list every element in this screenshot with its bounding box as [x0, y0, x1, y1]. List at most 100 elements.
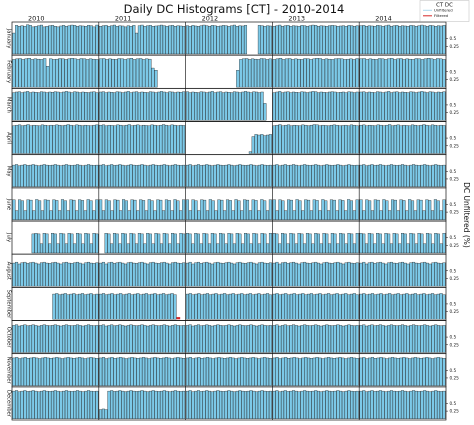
bar-january-2011-day-8	[118, 25, 122, 55]
bar-april-2013-day-24	[338, 125, 342, 154]
bar-june-2014-day-24	[425, 199, 429, 220]
bar-december-2013-day-14	[308, 391, 312, 419]
bar-july-2010-day-21	[67, 233, 71, 254]
bar-july-2011-day-20	[151, 243, 155, 254]
bar-may-2012-day-27	[257, 164, 261, 187]
bar-july-2011-day-28	[173, 233, 177, 254]
bar-march-2014-day-14	[395, 91, 399, 121]
bar-april-2014-day-5	[370, 125, 375, 154]
bar-september-2013-day-29	[352, 293, 356, 320]
bar-september-2012-day-23	[248, 293, 252, 320]
bar-july-2011-day-24	[162, 233, 166, 254]
bar-january-2012-day-3	[191, 25, 195, 55]
y-tick-label: 0.5	[450, 368, 457, 373]
bar-september-2014-day-4	[368, 293, 372, 320]
bar-november-2010-day-25	[80, 357, 85, 386]
bar-march-2013-day-14	[308, 91, 312, 121]
bar-june-2013-day-23	[335, 210, 339, 220]
bar-february-2010-day-19	[67, 58, 71, 88]
bar-may-2011-day-21	[154, 164, 158, 187]
bar-june-2011-day-25	[167, 200, 171, 220]
bar-july-2014-day-8	[378, 233, 382, 254]
bar-august-2014-day-4	[367, 262, 371, 287]
bar-november-2013-day-27	[347, 357, 351, 386]
bar-may-2012-day-14	[221, 165, 225, 187]
bar-july-2012-day-25	[252, 233, 256, 254]
bar-january-2012-day-1	[185, 25, 189, 55]
bar-february-2013-day-4	[281, 59, 286, 88]
bar-may-2010-day-28	[87, 164, 91, 187]
bar-january-2011-day-2	[101, 25, 105, 55]
bar-june-2010-day-24	[78, 199, 82, 220]
bar-june-2014-day-3	[365, 199, 369, 220]
bar-june-2011-day-9	[122, 199, 126, 220]
bar-january-2012-day-9	[208, 26, 212, 55]
bar-february-2013-day-16	[318, 58, 322, 88]
bar-july-2014-day-28	[434, 233, 438, 254]
bar-june-2010-day-23	[75, 210, 79, 220]
bar-november-2011-day-17	[144, 357, 148, 386]
bar-april-2012-day-27	[260, 134, 264, 154]
bar-april-2014-day-15	[399, 125, 403, 154]
bar-july-2013-day-31	[355, 233, 359, 254]
bar-june-2011-day-17	[144, 210, 148, 220]
bar-september-2010-day-28	[89, 293, 93, 320]
bar-june-2010-day-9	[35, 199, 39, 220]
bar-june-2012-day-13	[220, 199, 224, 220]
bar-march-2011-day-16	[140, 91, 144, 121]
bar-november-2013-day-22	[332, 358, 336, 386]
bar-september-2012-day-4	[194, 293, 198, 320]
bar-december-2011-day-30	[179, 391, 183, 419]
bar-july-2013-day-9	[294, 243, 298, 254]
bar-april-2014-day-27	[433, 124, 437, 154]
bar-september-2012-day-26	[257, 293, 261, 320]
bar-september-2013-day-13	[307, 293, 311, 320]
bar-april-2011-day-16	[142, 124, 146, 154]
bar-december-2010-day-27	[84, 390, 88, 419]
bar-january-2010-day-10	[37, 25, 41, 55]
bar-april-2010-day-3	[18, 124, 22, 154]
bar-april-2013-day-28	[349, 124, 354, 154]
bar-november-2011-day-15	[139, 357, 143, 386]
bar-august-2010-day-24	[75, 261, 79, 287]
bar-september-2014-day-22	[419, 293, 423, 320]
bar-january-2013-day-3	[278, 24, 282, 55]
bar-december-2014-day-25	[425, 390, 429, 419]
bar-december-2010-day-18	[59, 391, 63, 419]
bar-december-2013-day-31	[355, 390, 359, 419]
bar-october-2010-day-22	[70, 325, 74, 353]
bar-april-2011-day-12	[130, 125, 134, 154]
bar-february-2013-day-21	[334, 58, 338, 88]
bar-may-2013-day-27	[344, 164, 348, 187]
bar-october-2013-day-31	[355, 325, 359, 353]
bar-august-2014-day-17	[403, 262, 407, 287]
bar-may-2011-day-16	[140, 164, 144, 187]
bar-june-2012-day-30	[268, 199, 272, 220]
bar-january-2011-day-7	[115, 26, 119, 55]
bar-march-2011-day-26	[168, 91, 172, 121]
bar-november-2013-day-5	[284, 357, 288, 386]
bar-september-2014-day-24	[425, 294, 429, 320]
bar-march-2014-day-5	[370, 92, 374, 121]
bar-september-2012-day-9	[208, 294, 212, 320]
bar-february-2012-day-22	[248, 59, 252, 88]
bar-october-2011-day-25	[165, 325, 169, 353]
bar-may-2014-day-8	[378, 164, 382, 187]
bar-may-2012-day-10	[210, 165, 214, 187]
bar-july-2011-day-21	[154, 233, 158, 254]
bar-march-2013-day-13	[305, 92, 309, 121]
bar-july-2011-day-16	[140, 233, 144, 254]
bar-april-2014-day-18	[408, 125, 412, 154]
bar-january-2012-day-15	[224, 25, 228, 55]
bar-august-2010-day-31	[95, 262, 99, 287]
bar-october-2013-day-17	[317, 325, 320, 353]
bar-september-2014-day-26	[431, 293, 435, 320]
bar-march-2011-day-28	[173, 92, 177, 121]
bar-september-2010-day-15	[52, 293, 56, 320]
bar-april-2010-day-24	[78, 124, 82, 154]
bar-october-2014-day-20	[412, 324, 416, 353]
bar-july-2013-day-17	[317, 233, 320, 254]
bar-february-2014-day-1	[359, 58, 363, 88]
bar-december-2012-day-3	[191, 391, 195, 419]
bar-november-2011-day-7	[116, 357, 120, 386]
